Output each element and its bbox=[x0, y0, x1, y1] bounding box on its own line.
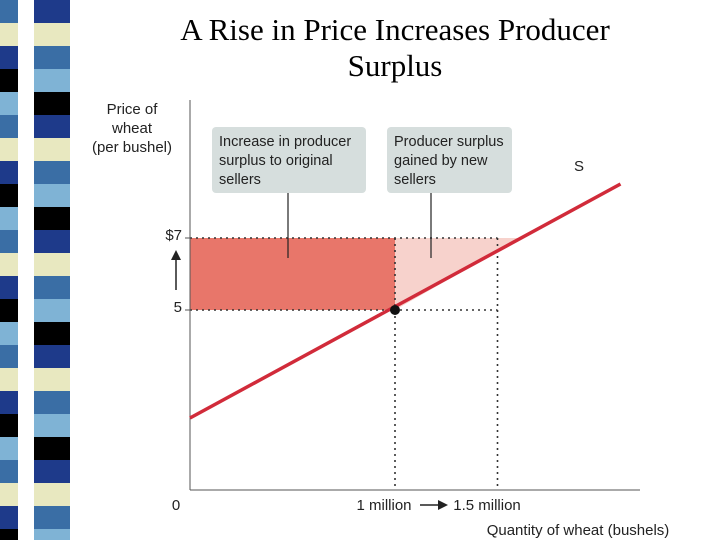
y-tick-7: $7 bbox=[165, 227, 182, 244]
stripe-block-right bbox=[34, 69, 70, 92]
stripe-block-left bbox=[0, 253, 18, 276]
stripe-block-left bbox=[0, 207, 18, 230]
decorative-stripe bbox=[0, 0, 70, 540]
stripe-block-left bbox=[0, 437, 18, 460]
area-original-sellers-surplus bbox=[190, 238, 395, 310]
stripe-block-left bbox=[0, 368, 18, 391]
stripe-block-right bbox=[34, 322, 70, 345]
stripe-block-right bbox=[34, 115, 70, 138]
callout-new-sellers: Producer surplus gained by new sellers bbox=[387, 127, 512, 258]
stripe-block-right bbox=[34, 23, 70, 46]
stripe-block-right bbox=[34, 46, 70, 69]
stripe-block-right bbox=[34, 529, 70, 540]
y-tick-5: 5 bbox=[174, 299, 182, 316]
stripe-block-right bbox=[34, 345, 70, 368]
callout-new-sellers-line-1: Producer surplus bbox=[394, 134, 504, 150]
callout-original-sellers: Increase in producer surplus to original s… bbox=[212, 127, 366, 258]
callout-new-sellers-box bbox=[387, 127, 512, 193]
stripe-block-right bbox=[34, 437, 70, 460]
y-axis-label-line-2: wheat bbox=[111, 120, 153, 137]
stripe-block-left bbox=[0, 184, 18, 207]
stripe-block-left bbox=[0, 414, 18, 437]
origin-label: 0 bbox=[172, 497, 180, 514]
stripe-block-left bbox=[0, 299, 18, 322]
stripe-block-left bbox=[0, 276, 18, 299]
stripe-block-left bbox=[0, 506, 18, 529]
stripe-block-right bbox=[34, 483, 70, 506]
stripe-block-right bbox=[34, 368, 70, 391]
stripe-block-right bbox=[34, 92, 70, 115]
stripe-block-left bbox=[0, 138, 18, 161]
callout-original-sellers-box bbox=[212, 127, 366, 193]
stripe-block-left bbox=[0, 391, 18, 414]
price-rise-arrowhead bbox=[171, 250, 181, 260]
stripe-block-right bbox=[34, 0, 70, 23]
stripe-block-left bbox=[0, 23, 18, 46]
stripe-block-left bbox=[0, 322, 18, 345]
stripe-block-right bbox=[34, 276, 70, 299]
y-axis-label-line-3: (per bushel) bbox=[92, 139, 172, 156]
equilibrium-point bbox=[390, 305, 400, 315]
stripe-block-left bbox=[0, 161, 18, 184]
stripe-block-left bbox=[0, 230, 18, 253]
x-tick-1-million: 1 million bbox=[356, 497, 411, 514]
callout-new-sellers-line-3: sellers bbox=[394, 172, 436, 188]
stripe-block-left bbox=[0, 92, 18, 115]
supply-curve-label: S bbox=[574, 158, 584, 175]
stripe-block-right bbox=[34, 161, 70, 184]
stripe-block-right bbox=[34, 138, 70, 161]
stripe-block-right bbox=[34, 230, 70, 253]
stripe-block-left bbox=[0, 46, 18, 69]
stripe-block-right bbox=[34, 391, 70, 414]
stripe-block-left bbox=[0, 460, 18, 483]
slide-title-line-1: A Rise in Price Increases Producer bbox=[180, 12, 610, 47]
x-tick-1-5-million: 1.5 million bbox=[453, 497, 521, 514]
callout-original-sellers-line-3: sellers bbox=[219, 172, 261, 188]
stripe-block-left bbox=[0, 0, 18, 23]
stripe-block-right bbox=[34, 184, 70, 207]
callout-original-sellers-line-1: Increase in producer bbox=[219, 134, 351, 150]
stripe-block-right bbox=[34, 207, 70, 230]
stripe-block-left bbox=[0, 345, 18, 368]
stripe-block-right bbox=[34, 460, 70, 483]
quantity-rise-arrowhead bbox=[438, 500, 448, 510]
stripe-gap bbox=[18, 0, 34, 540]
callout-new-sellers-line-2: gained by new bbox=[394, 153, 488, 169]
stripe-block-right bbox=[34, 299, 70, 322]
stripe-block-right bbox=[34, 253, 70, 276]
stripe-block-left bbox=[0, 115, 18, 138]
callout-original-sellers-line-2: surplus to original bbox=[219, 153, 333, 169]
supply-curve bbox=[189, 182, 622, 420]
slide-title: A Rise in Price Increases Producer Surpl… bbox=[120, 12, 670, 84]
x-axis-label: Quantity of wheat (bushels) bbox=[487, 522, 670, 539]
stripe-block-left bbox=[0, 529, 18, 540]
stripe-block-left bbox=[0, 483, 18, 506]
stripe-block-right bbox=[34, 506, 70, 529]
stripe-block-left bbox=[0, 69, 18, 92]
stripe-block-right bbox=[34, 414, 70, 437]
y-axis-label-line-1: Price of bbox=[107, 101, 159, 118]
slide-title-line-2: Surplus bbox=[347, 48, 443, 83]
